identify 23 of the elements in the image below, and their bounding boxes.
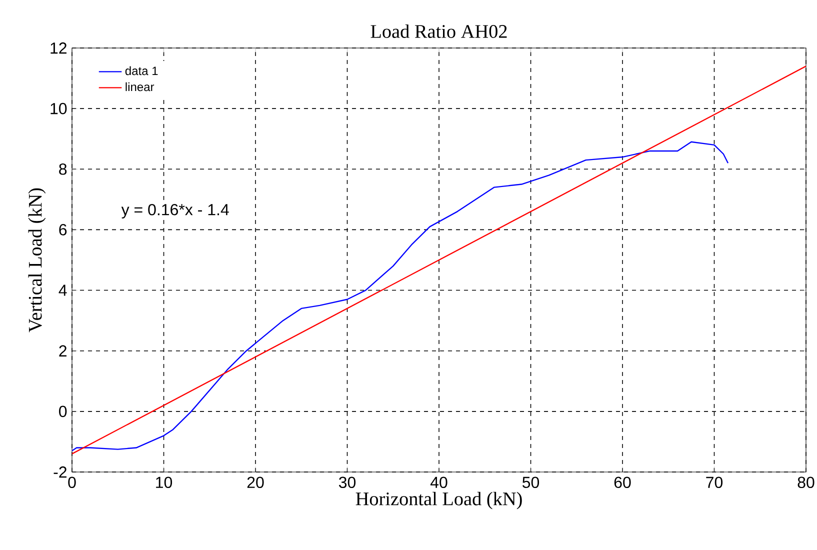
x-tick-label: 50 [522,476,540,488]
x-tick-label: 70 [706,476,723,488]
y-tick-label: 0 [59,406,67,418]
x-tick-label: 20 [247,476,264,488]
y-tick-label: 6 [59,224,67,236]
y-tick-label: 10 [50,102,67,114]
x-tick-label: 40 [430,476,448,488]
x-tick-label: 80 [798,476,814,488]
legend-label: data 1 [125,66,158,76]
x-tick-label: 30 [338,476,356,488]
y-tick-label: 8 [59,163,67,175]
y-tick-label: 4 [58,284,67,296]
annotation: y = 0.16*x - 1.4 [121,204,229,218]
x-tick-label: 10 [156,476,172,488]
y-tick-label: 2 [59,345,66,356]
x-tick-label: 0 [68,476,76,488]
y-tick-label: -2 [54,466,66,478]
legend-label: linear [126,82,154,92]
x-tick-label: 60 [614,476,631,488]
chart-title: Load Ratio AH02 [370,24,507,38]
x-axis-title: Horizontal Load (kN) [356,492,522,510]
y-tick-label: 12 [50,42,66,54]
y-axis-title: Vertical Load (kN) [28,188,46,332]
